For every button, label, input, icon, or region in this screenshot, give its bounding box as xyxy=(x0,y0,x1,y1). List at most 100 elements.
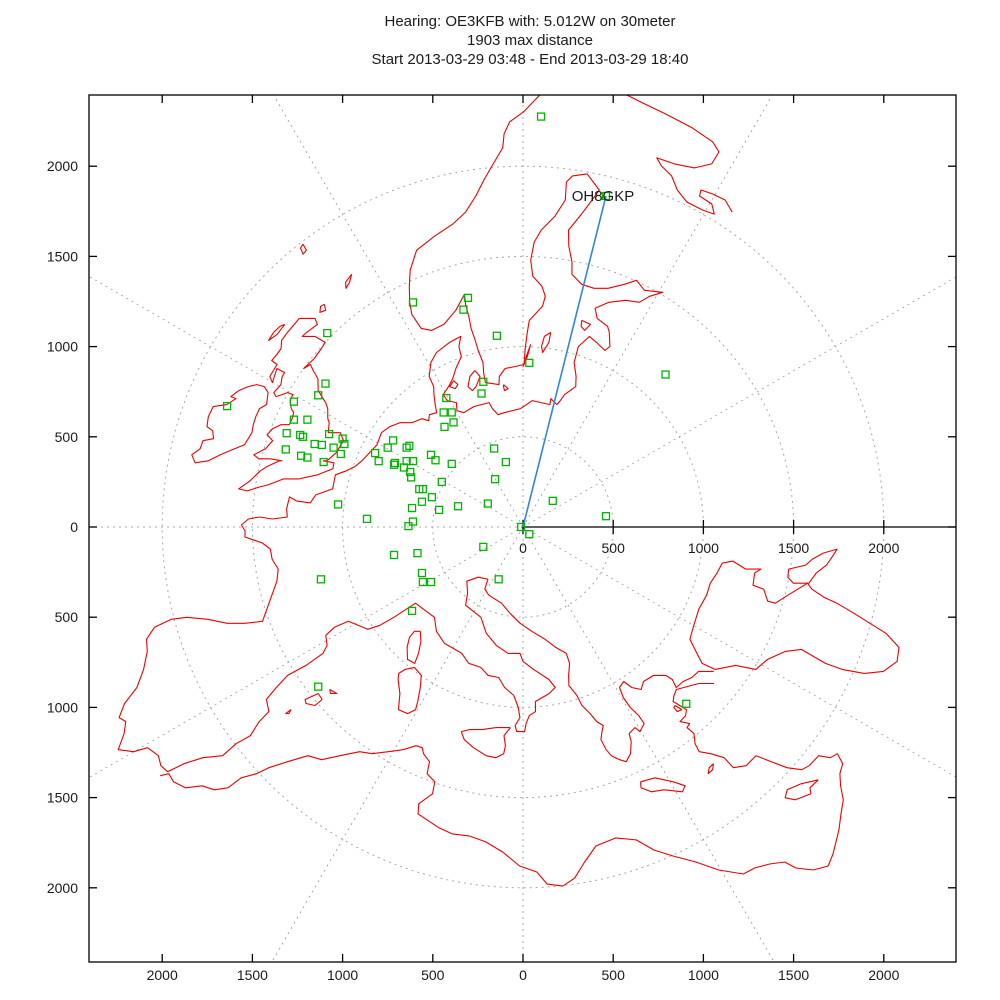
spot-marker xyxy=(389,550,399,560)
spot-marker xyxy=(548,496,557,505)
spot-marker xyxy=(463,293,473,303)
y-axis-tick-label: 1000 xyxy=(47,699,78,715)
spot-marker xyxy=(437,477,446,487)
coastline-path xyxy=(285,709,292,715)
spot-marker xyxy=(440,422,449,432)
grid-spoke xyxy=(273,95,524,528)
spot-marker xyxy=(601,191,611,201)
spot-marker xyxy=(525,358,534,367)
inner-axis-tick-label: 500 xyxy=(602,540,626,556)
spot-marker xyxy=(427,493,437,502)
spot-marker xyxy=(407,606,417,616)
spot-marker xyxy=(417,568,427,578)
spot-marker xyxy=(317,440,327,450)
x-axis-tick-label: 2000 xyxy=(868,967,899,983)
spot-marker xyxy=(407,503,417,513)
spot-marker xyxy=(449,418,458,427)
spot-marker xyxy=(399,463,409,472)
spot-marker xyxy=(323,328,332,338)
inner-distance-axis: 0 500 1000 1500 2000 xyxy=(519,520,956,556)
spot-marker xyxy=(426,450,436,459)
spot-marker xyxy=(431,456,440,465)
coastline-path xyxy=(160,682,844,887)
spot-marker xyxy=(525,530,534,539)
coastline-path xyxy=(460,727,511,759)
coastline-path xyxy=(467,370,481,392)
spot-marker xyxy=(388,436,398,445)
spot-marker xyxy=(370,448,380,458)
coastlines xyxy=(117,95,900,887)
y-axis-tick-label: 1500 xyxy=(47,790,78,806)
grid-spoke xyxy=(89,526,524,779)
spot-marker xyxy=(406,467,415,477)
spot-marker xyxy=(407,473,416,482)
spot-marker xyxy=(298,432,308,441)
spot-marker xyxy=(336,449,345,459)
inner-axis-tick-label: 1000 xyxy=(688,540,719,556)
spot-marker xyxy=(536,112,546,121)
spot-marker xyxy=(517,522,526,532)
x-axis-tick-label: 2000 xyxy=(147,967,178,983)
spot-marker xyxy=(289,397,299,406)
spot-marker xyxy=(405,441,414,450)
spot-marker xyxy=(314,682,323,691)
x-axis-tick-label: 0 xyxy=(519,967,527,983)
y-axis-tick-label: 0 xyxy=(70,519,78,535)
spot-marker xyxy=(310,439,319,449)
y-axis-tick-label: 500 xyxy=(55,609,79,625)
chart-subtitle-time-range: Start 2013-03-29 03:48 - End 2013-03-29 … xyxy=(371,51,689,68)
spot-marker xyxy=(418,577,428,587)
spot-marker xyxy=(661,370,670,379)
spot-marker xyxy=(408,298,418,307)
coastline-path xyxy=(449,380,459,390)
chart-subtitle-max-distance: 1903 max distance xyxy=(467,32,593,49)
spot-marker xyxy=(483,499,492,508)
spot-marker xyxy=(408,517,418,526)
spot-marker xyxy=(492,331,501,340)
spot-marker xyxy=(296,451,306,460)
x-axis-tick-label: 1500 xyxy=(237,967,268,983)
spot-marker xyxy=(390,458,400,468)
coastline-path xyxy=(580,319,592,331)
x-axis-tick-label: 500 xyxy=(421,967,445,983)
grid-spoke xyxy=(522,526,775,962)
title-block: Hearing: OE3KFB with: 5.012W on 30meter … xyxy=(30,12,1000,69)
coastline-path xyxy=(640,777,686,793)
coastline-path xyxy=(689,560,900,674)
y-axis-tick-label: 500 xyxy=(55,429,79,445)
spot-marker xyxy=(417,497,427,506)
coastline-path xyxy=(522,344,532,368)
spot-marker xyxy=(303,453,312,462)
spot-marker xyxy=(477,389,486,398)
y-axis-tick-label: 2000 xyxy=(47,158,78,174)
spot-marker xyxy=(222,401,232,411)
coastline-path xyxy=(304,692,323,707)
spot-marker xyxy=(289,415,299,424)
spot-marker xyxy=(418,484,428,494)
spot-marker xyxy=(404,521,413,531)
spot-markers xyxy=(222,112,691,708)
spot-marker xyxy=(402,457,411,466)
outer-axes: 2000 2000 1500 1500 1000 1000 500 500 0 0 500 500 10… xyxy=(47,94,957,983)
spot-marker xyxy=(453,502,463,511)
spot-marker xyxy=(321,379,330,388)
coastline-path xyxy=(540,331,552,354)
spot-marker xyxy=(682,699,691,708)
spot-marker xyxy=(281,445,290,454)
coastline-path xyxy=(238,317,345,492)
y-axis-tick-label: 1500 xyxy=(47,248,78,264)
spot-marker xyxy=(383,443,392,452)
coastline-path xyxy=(502,384,509,392)
x-axis-tick-label: 1000 xyxy=(327,967,358,983)
max-spot-callsign-label: OH8GKP xyxy=(572,188,635,205)
spot-marker xyxy=(501,457,511,467)
coastline-path xyxy=(397,666,422,715)
x-axis-tick-label: 1000 xyxy=(688,967,719,983)
inner-axis-tick-label: 0 xyxy=(519,540,527,556)
spot-marker xyxy=(413,549,422,558)
spot-marker xyxy=(494,575,503,584)
spot-marker xyxy=(402,443,411,452)
spot-marker xyxy=(340,439,349,449)
